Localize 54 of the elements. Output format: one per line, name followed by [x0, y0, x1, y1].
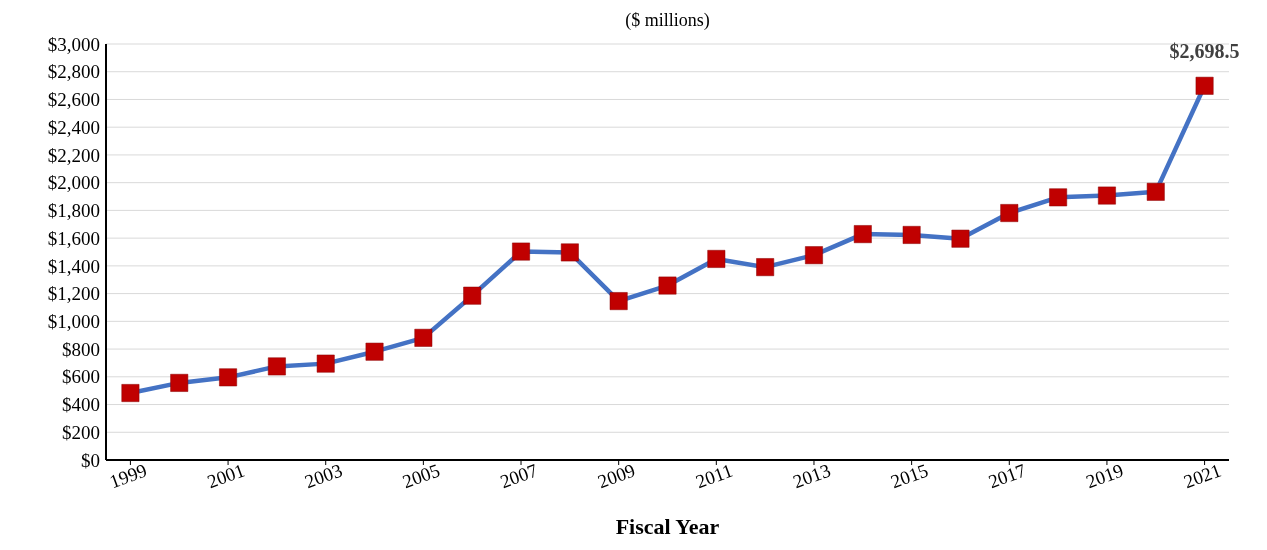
- x-tick-label: 2015: [887, 459, 931, 493]
- x-tick-label: 2021: [1180, 459, 1224, 493]
- y-tick-label: $2,200: [47, 144, 100, 166]
- point: [951, 229, 970, 248]
- x-tick-label: 2011: [692, 459, 736, 493]
- point: [463, 286, 482, 305]
- point: [414, 328, 433, 347]
- y-tick-label: $2,400: [47, 116, 100, 138]
- point: [1049, 188, 1068, 207]
- point: [1146, 182, 1165, 201]
- point: [316, 354, 335, 373]
- chart-subtitle: ($ millions): [625, 10, 710, 31]
- y-tick-label: $0: [81, 449, 100, 471]
- x-tick-label: 2005: [399, 459, 443, 493]
- point: [853, 225, 872, 244]
- y-tick-label: $2,800: [47, 61, 100, 83]
- y-tick-label: $3,000: [47, 33, 100, 55]
- x-tick-label: 2001: [204, 459, 248, 493]
- y-tick-label: $200: [62, 421, 100, 443]
- x-tick-label: 2007: [497, 459, 541, 493]
- x-tick-label: 2013: [790, 459, 834, 493]
- y-tick-label: $2,600: [47, 89, 100, 111]
- point: [756, 258, 775, 277]
- point: [707, 250, 726, 268]
- y-tick-label: $1,400: [47, 255, 100, 277]
- y-tick-label: $2,000: [47, 172, 100, 194]
- x-tick-label: 2009: [595, 459, 638, 493]
- y-tick-label: $800: [62, 338, 100, 360]
- y-tick-label: $400: [62, 394, 100, 416]
- point: [1098, 186, 1116, 205]
- point: [902, 226, 921, 244]
- point: [560, 243, 579, 262]
- y-tick-label: $1,200: [47, 283, 100, 305]
- point: [1000, 204, 1019, 222]
- point: [365, 342, 384, 361]
- point: [121, 384, 140, 402]
- y-tick-label: $1,800: [47, 200, 100, 222]
- x-tick-label: 2017: [985, 459, 1029, 493]
- point: [609, 292, 628, 310]
- x-tick-label: 2003: [302, 459, 345, 493]
- point: [512, 242, 530, 261]
- y-tick-label: $1,600: [47, 227, 100, 249]
- annotation: $2,698.5: [1169, 39, 1240, 62]
- y-tick-label: $600: [62, 366, 100, 388]
- point: [658, 276, 677, 295]
- x-axis-title: Fiscal Year: [615, 514, 720, 539]
- point: [170, 373, 189, 392]
- x-tick-label: 2019: [1083, 459, 1127, 493]
- point: [805, 246, 823, 265]
- point: [267, 357, 286, 376]
- x-tick-label: 1999: [106, 459, 150, 493]
- y-tick-label: $1,000: [47, 310, 100, 332]
- point: [1195, 76, 1214, 95]
- point: [219, 368, 237, 387]
